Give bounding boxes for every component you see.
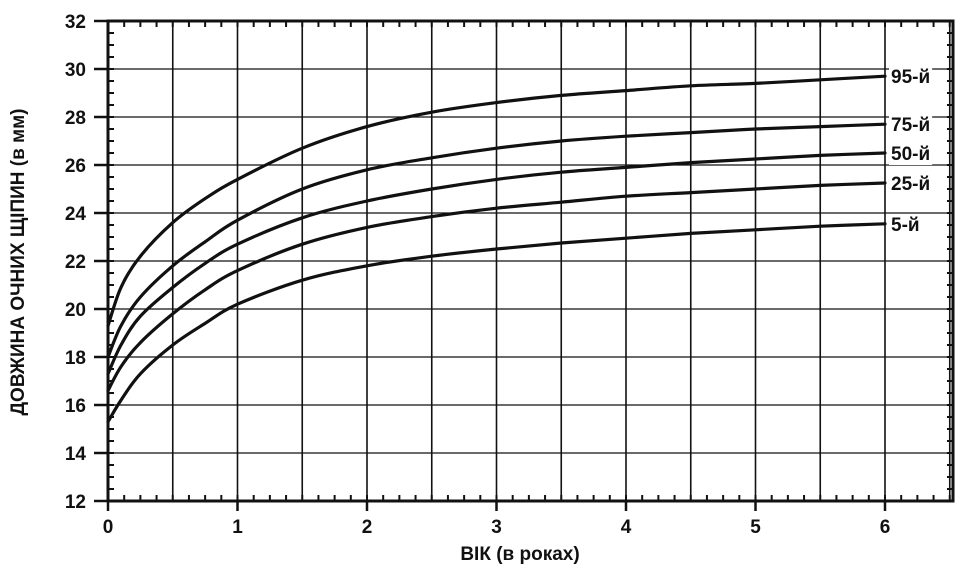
series-lines	[106, 74, 887, 424]
series-label: 50-й	[891, 144, 930, 165]
series-label: 25-й	[891, 174, 930, 195]
series-label: 95-й	[891, 67, 930, 88]
y-tick-label: 12	[65, 492, 86, 513]
series-line	[106, 222, 887, 424]
axis-ticks	[94, 19, 953, 511]
y-tick-label: 24	[65, 204, 87, 225]
y-axis-label: ДОВЖИНА ОЧНИХ ЩІПИН (в мм)	[8, 109, 29, 416]
series-label-background	[889, 67, 933, 89]
series-label-background	[889, 115, 933, 137]
y-tick-label: 28	[65, 108, 86, 129]
y-tick-label: 32	[65, 12, 86, 33]
x-tick-label: 1	[232, 517, 243, 538]
series-label-background	[889, 214, 922, 236]
series-label-background	[889, 174, 933, 195]
x-tick-labels: 0 1 2 3 4 5 6	[103, 517, 891, 538]
grid-lines	[107, 21, 953, 501]
x-tick-label: 0	[103, 517, 114, 538]
y-tick-label: 16	[65, 396, 86, 417]
y-tick-labels: 12 14 16 18 20 22 24 26 28 30 32	[65, 12, 87, 513]
series-labels: 95-й 75-й 50-й 25-й 5-й	[889, 67, 933, 236]
x-tick-label: 3	[491, 517, 502, 538]
series-line	[106, 74, 887, 328]
series-label: 75-й	[891, 115, 930, 136]
series-label: 5-й	[891, 215, 920, 236]
plot-frame	[106, 19, 955, 503]
series-label-background	[889, 144, 933, 165]
series-line	[106, 122, 887, 359]
y-tick-label: 22	[65, 252, 86, 273]
series-line	[106, 151, 887, 376]
y-tick-label: 26	[65, 156, 86, 177]
y-tick-label: 14	[65, 444, 87, 465]
y-tick-label: 20	[65, 300, 86, 321]
x-tick-label: 6	[880, 517, 891, 538]
x-tick-label: 5	[750, 517, 761, 538]
x-tick-label: 4	[621, 517, 632, 538]
x-axis-label: ВІК (в роках)	[460, 544, 579, 565]
y-tick-label: 18	[65, 348, 86, 369]
x-tick-label: 2	[362, 517, 373, 538]
y-tick-label: 30	[65, 60, 86, 81]
series-line	[106, 181, 887, 393]
